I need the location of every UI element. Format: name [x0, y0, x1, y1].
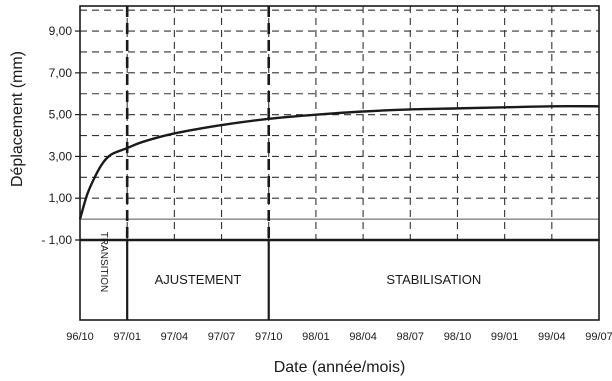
y-axis-title: Déplacement (mm) [9, 51, 26, 187]
x-tick-label: 98/04 [349, 331, 377, 343]
y-tick-label: 5,00 [49, 108, 73, 122]
plot-border [79, 5, 600, 241]
x-tick-label: 97/04 [161, 331, 189, 343]
plot-frame [79, 5, 600, 321]
y-axis-ticks: 9,00 7,00 5,00 3,00 1,00 - 1,00 [41, 24, 80, 247]
phase-label: TRANSITION [98, 232, 109, 293]
phase-label: AJUSTEMENT [155, 272, 242, 287]
x-tick-label: 97/01 [113, 331, 141, 343]
y-tick-label: 9,00 [49, 24, 73, 38]
phase-label: STABILISATION [386, 272, 481, 287]
x-tick-label: 99/07 [585, 331, 612, 343]
x-tick-label: 98/01 [302, 331, 330, 343]
x-tick-label: 99/01 [491, 331, 519, 343]
x-tick-label: 98/07 [397, 331, 425, 343]
x-tick-label: 99/04 [538, 331, 566, 343]
x-tick-label: 98/10 [444, 331, 472, 343]
phase-panel: TRANSITION AJUSTEMENT STABILISATION [98, 6, 481, 320]
y-tick-label: 3,00 [49, 149, 73, 163]
x-tick-label: 96/10 [66, 331, 94, 343]
x-axis-title: Date (année/mois) [274, 359, 406, 376]
series-line-displacement [78, 105, 600, 220]
x-tick-label: 97/10 [255, 331, 283, 343]
x-tick-label: 97/07 [208, 331, 236, 343]
grid [80, 6, 599, 241]
y-tick-label: 1,00 [49, 191, 73, 205]
y-tick-label: - 1,00 [41, 233, 72, 247]
x-axis-ticks: 96/10 97/01 97/04 97/07 97/10 98/01 98/04 98/07… [66, 331, 612, 343]
y-tick-label: 7,00 [49, 66, 73, 80]
